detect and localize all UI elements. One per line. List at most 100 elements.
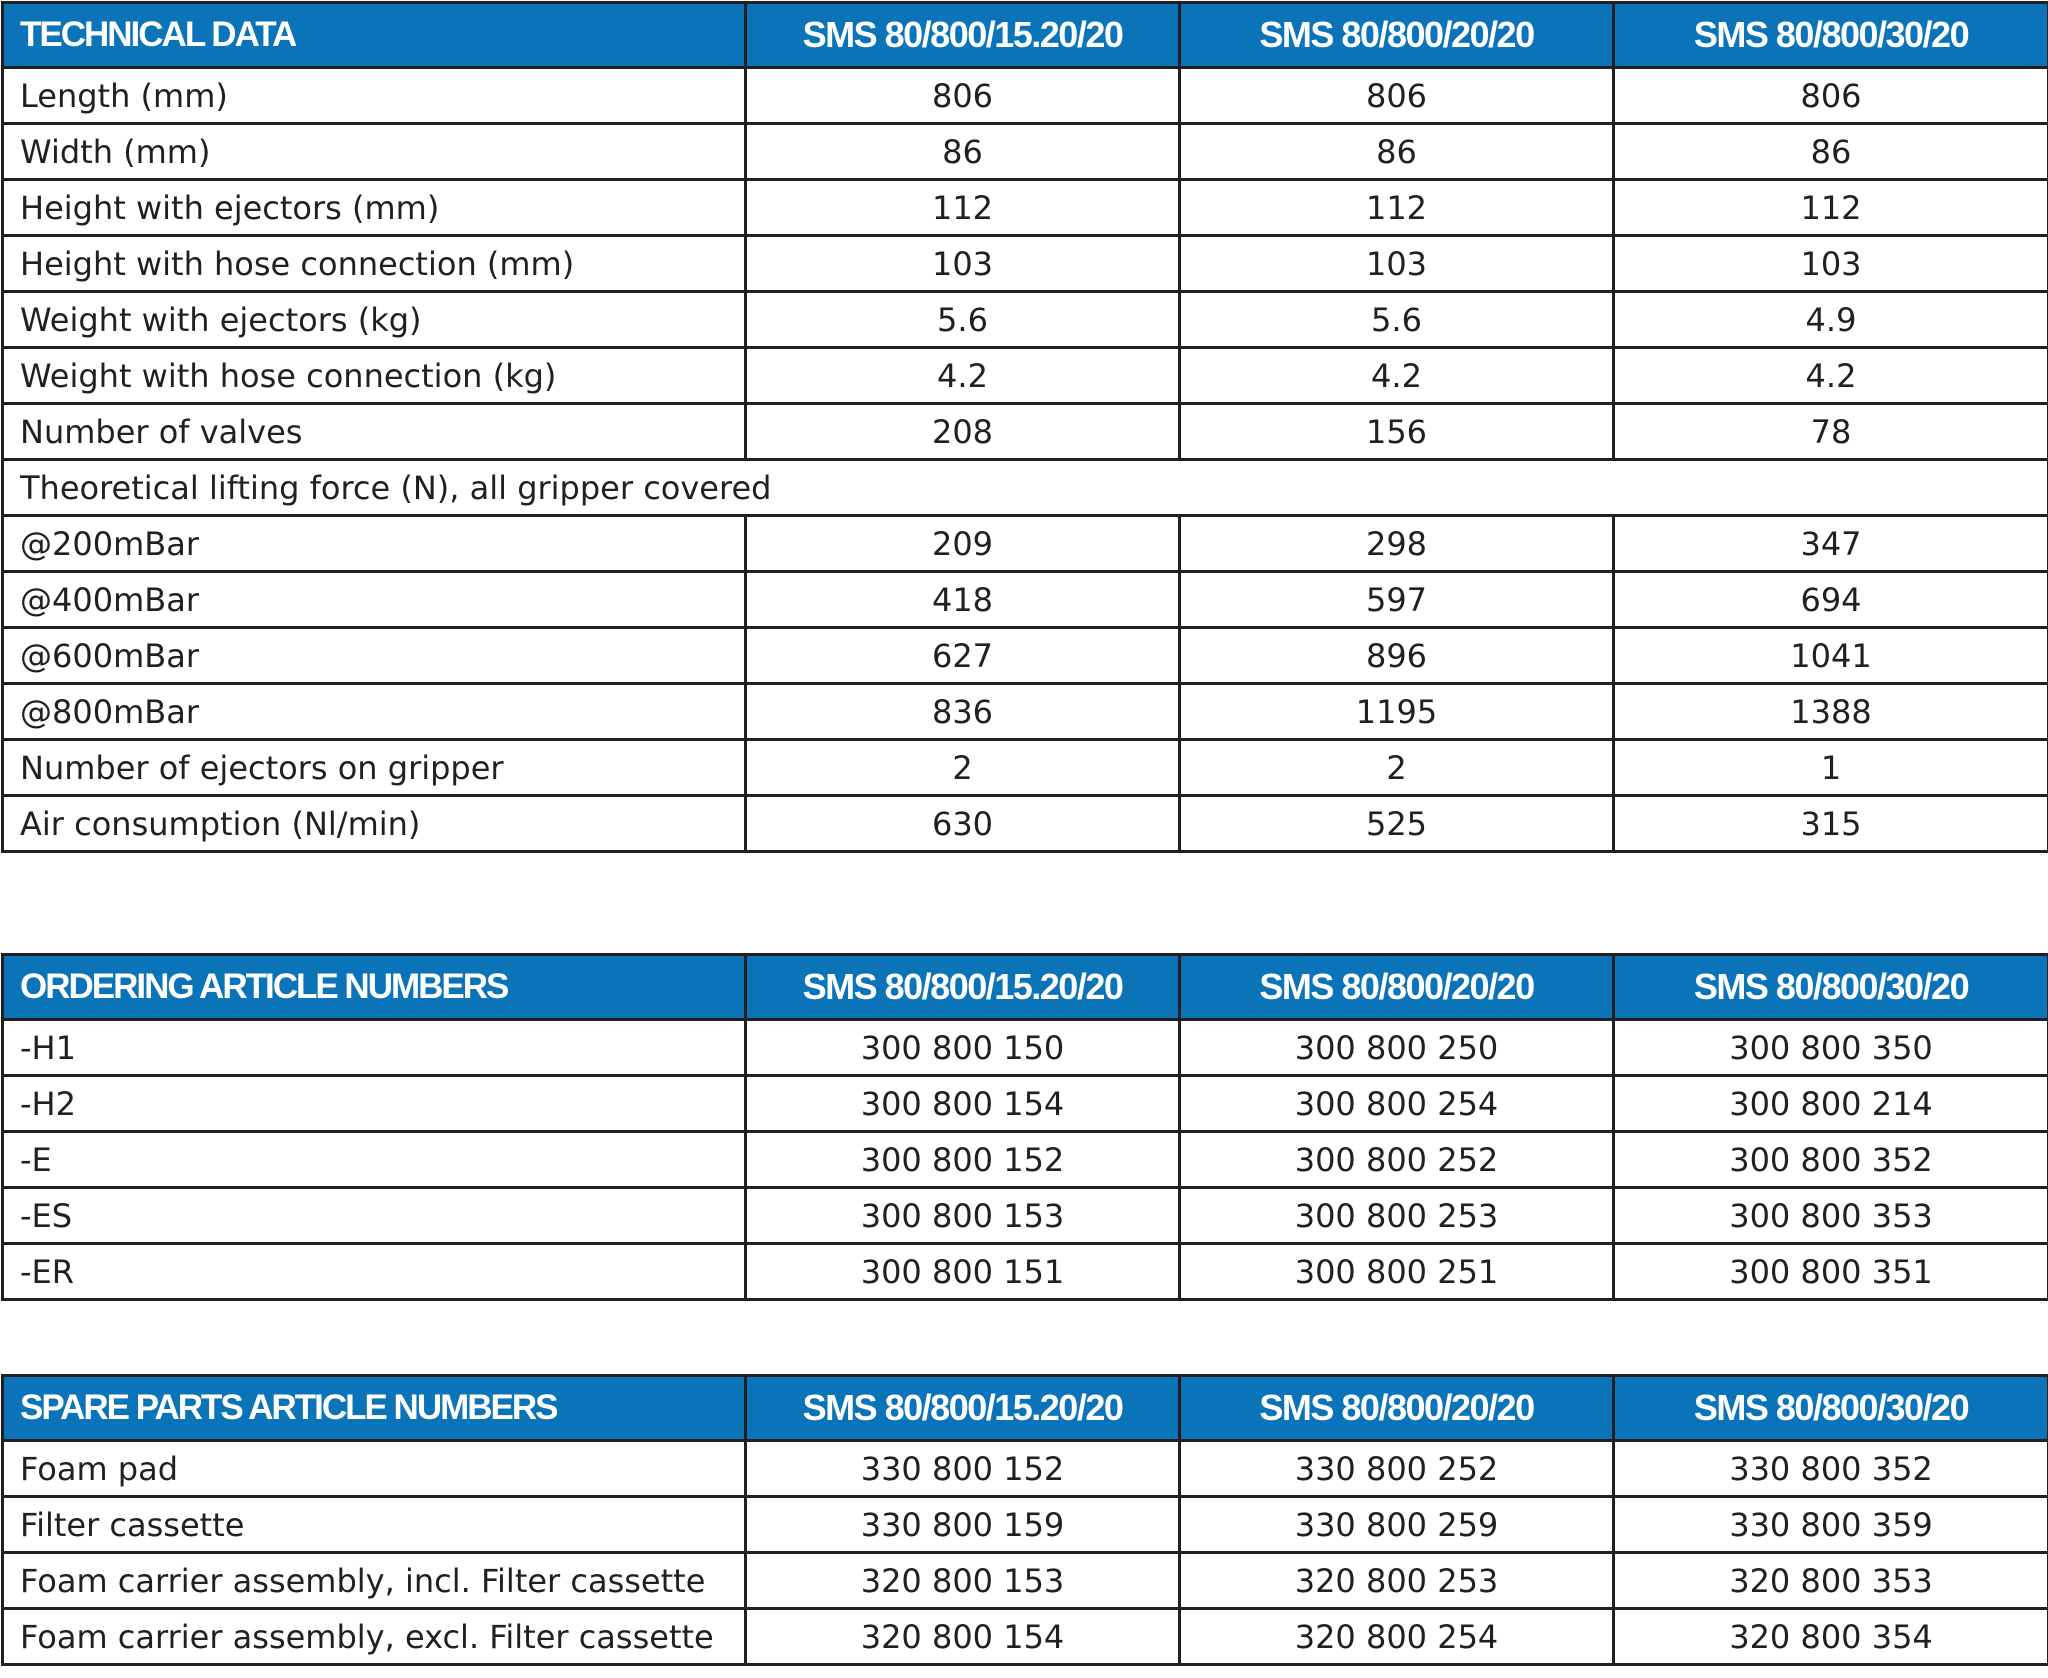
table-row: Weight with ejectors (kg) 5.6 5.6 4.9	[1, 290, 2048, 349]
cell-value: 209	[744, 514, 1181, 573]
article-number: 330 800 152	[744, 1439, 1181, 1498]
table-row: Filter cassette 330 800 159 330 800 259 …	[1, 1495, 2048, 1554]
article-number: 330 800 252	[1178, 1439, 1615, 1498]
spare-header-row: SPARE PARTS ARTICLE NUMBERS SMS 80/800/1…	[1, 1374, 2048, 1442]
article-number: 330 800 359	[1612, 1495, 2048, 1554]
cell-value: 103	[1612, 234, 2048, 293]
row-label: Weight with ejectors (kg)	[1, 290, 747, 349]
table-row: Height with ejectors (mm) 112 112 112	[1, 178, 2048, 237]
cell-value: 525	[1178, 794, 1615, 853]
model-header: SMS 80/800/15.20/20	[744, 1, 1181, 69]
model-header: SMS 80/800/30/20	[1612, 953, 2048, 1021]
article-number: 320 800 254	[1178, 1607, 1615, 1666]
article-number: 320 800 153	[744, 1551, 1181, 1610]
model-header: SMS 80/800/15.20/20	[744, 953, 1181, 1021]
row-label: Height with hose connection (mm)	[1, 234, 747, 293]
article-number: 300 800 253	[1178, 1186, 1615, 1245]
cell-value: 806	[1178, 66, 1615, 125]
cell-value: 694	[1612, 570, 2048, 629]
model-header: SMS 80/800/20/20	[1178, 1374, 1615, 1442]
cell-value: 103	[744, 234, 1181, 293]
table-row: @400mBar 418 597 694	[1, 570, 2048, 629]
cell-value: 78	[1612, 402, 2048, 461]
article-number: 320 800 353	[1612, 1551, 2048, 1610]
cell-value: 4.9	[1612, 290, 2048, 349]
cell-value: 347	[1612, 514, 2048, 573]
model-header: SMS 80/800/30/20	[1612, 1374, 2048, 1442]
cell-value: 86	[1612, 122, 2048, 181]
row-label: Weight with hose connection (kg)	[1, 346, 747, 405]
article-number: 300 800 152	[744, 1130, 1181, 1189]
table-row: -H2 300 800 154 300 800 254 300 800 214	[1, 1074, 2048, 1133]
cell-value: 5.6	[744, 290, 1181, 349]
spare-title: SPARE PARTS ARTICLE NUMBERS	[1, 1374, 747, 1442]
model-header: SMS 80/800/15.20/20	[744, 1374, 1181, 1442]
row-label: @600mBar	[1, 626, 747, 685]
cell-value: 112	[1178, 178, 1615, 237]
article-number: 300 800 250	[1178, 1018, 1615, 1077]
cell-value: 4.2	[744, 346, 1181, 405]
cell-value: 418	[744, 570, 1181, 629]
row-label: Foam pad	[1, 1439, 747, 1498]
cell-value: 298	[1178, 514, 1615, 573]
cell-value: 103	[1178, 234, 1615, 293]
article-number: 320 800 253	[1178, 1551, 1615, 1610]
table-row: Weight with hose connection (kg) 4.2 4.2…	[1, 346, 2048, 405]
article-number: 330 800 159	[744, 1495, 1181, 1554]
cell-value: 4.2	[1612, 346, 2048, 405]
cell-value: 1	[1612, 738, 2048, 797]
ordering-title: ORDERING ARTICLE NUMBERS	[1, 953, 747, 1021]
article-number: 300 800 154	[744, 1074, 1181, 1133]
article-number: 300 800 350	[1612, 1018, 2048, 1077]
article-number: 300 800 252	[1178, 1130, 1615, 1189]
ordering-article-numbers-table: ORDERING ARTICLE NUMBERS SMS 80/800/15.2…	[1, 953, 2048, 1301]
cell-value: 1388	[1612, 682, 2048, 741]
article-number: 300 800 351	[1612, 1242, 2048, 1301]
cell-value: 86	[1178, 122, 1615, 181]
row-label: -E	[1, 1130, 747, 1189]
row-label: Foam carrier assembly, incl. Filter cass…	[1, 1551, 747, 1610]
article-number: 300 800 214	[1612, 1074, 2048, 1133]
table-row: Height with hose connection (mm) 103 103…	[1, 234, 2048, 293]
table-row: @200mBar 209 298 347	[1, 514, 2048, 573]
cell-value: 112	[1612, 178, 2048, 237]
article-number: 300 800 153	[744, 1186, 1181, 1245]
row-label: Height with ejectors (mm)	[1, 178, 747, 237]
row-label: Air consumption (Nl/min)	[1, 794, 747, 853]
cell-value: 806	[1612, 66, 2048, 125]
table-row: Foam carrier assembly, incl. Filter cass…	[1, 1551, 2048, 1610]
row-label: -ES	[1, 1186, 747, 1245]
row-label: Length (mm)	[1, 66, 747, 125]
article-number: 300 800 353	[1612, 1186, 2048, 1245]
row-label: -H1	[1, 1018, 747, 1077]
row-label: Number of ejectors on gripper	[1, 738, 747, 797]
table-row: -H1 300 800 150 300 800 250 300 800 350	[1, 1018, 2048, 1077]
cell-value: 597	[1178, 570, 1615, 629]
technical-header-row: TECHNICAL DATA SMS 80/800/15.20/20 SMS 8…	[1, 1, 2048, 69]
cell-value: 1041	[1612, 626, 2048, 685]
article-number: 330 800 259	[1178, 1495, 1615, 1554]
table-row: Number of valves 208 156 78	[1, 402, 2048, 461]
row-label: Foam carrier assembly, excl. Filter cass…	[1, 1607, 747, 1666]
cell-value: 896	[1178, 626, 1615, 685]
row-label: @200mBar	[1, 514, 747, 573]
model-header: SMS 80/800/30/20	[1612, 1, 2048, 69]
cell-value: 2	[744, 738, 1181, 797]
article-number: 300 800 352	[1612, 1130, 2048, 1189]
cell-value: 630	[744, 794, 1181, 853]
row-label: @400mBar	[1, 570, 747, 629]
ordering-header-row: ORDERING ARTICLE NUMBERS SMS 80/800/15.2…	[1, 953, 2048, 1021]
table-row: -ER 300 800 151 300 800 251 300 800 351	[1, 1242, 2048, 1301]
spare-parts-article-numbers-table: SPARE PARTS ARTICLE NUMBERS SMS 80/800/1…	[1, 1374, 2048, 1666]
row-label: @800mBar	[1, 682, 747, 741]
technical-title: TECHNICAL DATA	[1, 1, 747, 69]
cell-value: 836	[744, 682, 1181, 741]
cell-value: 2	[1178, 738, 1615, 797]
table-row: Foam pad 330 800 152 330 800 252 330 800…	[1, 1439, 2048, 1498]
row-label: Number of valves	[1, 402, 747, 461]
model-header: SMS 80/800/20/20	[1178, 1, 1615, 69]
cell-value: 315	[1612, 794, 2048, 853]
cell-value: 208	[744, 402, 1181, 461]
article-number: 330 800 352	[1612, 1439, 2048, 1498]
article-number: 300 800 151	[744, 1242, 1181, 1301]
